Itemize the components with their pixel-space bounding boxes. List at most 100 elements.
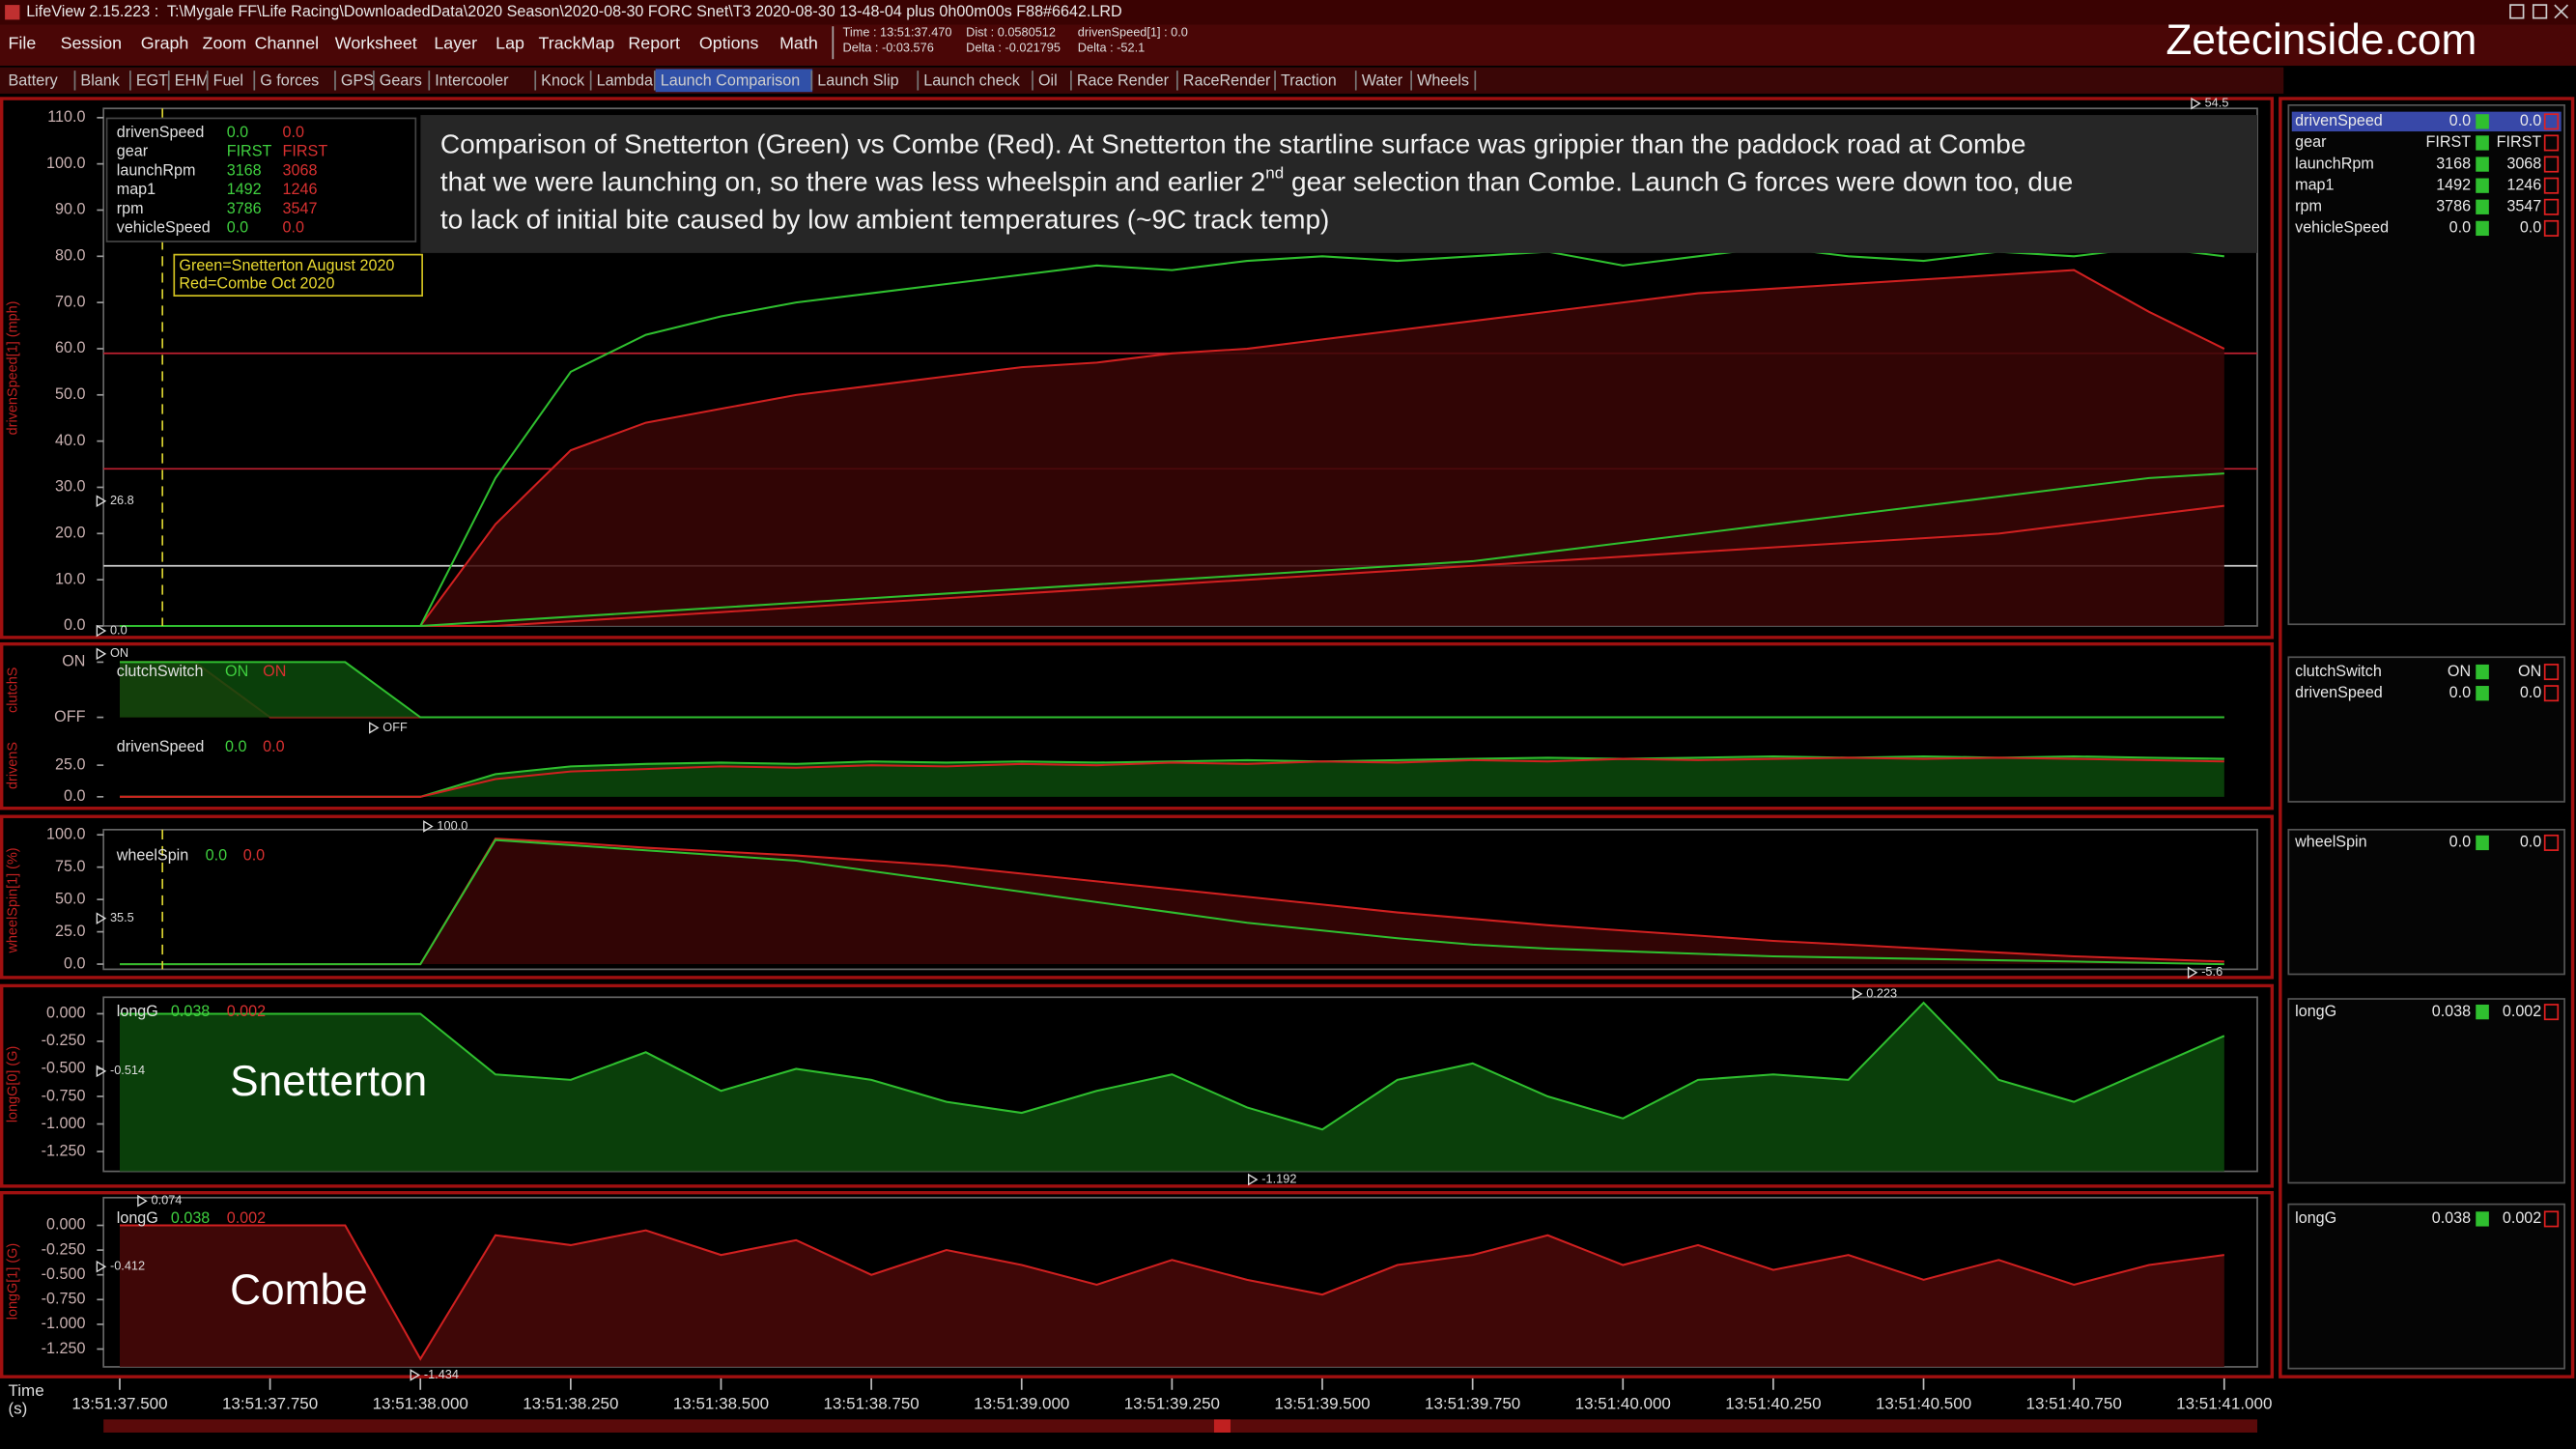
close-button[interactable]: [2554, 4, 2569, 19]
y-tick-label: 25.0: [55, 923, 85, 940]
x-tick-label: 13:51:38.750: [823, 1395, 919, 1413]
tab[interactable]: Lambda: [597, 71, 653, 89]
menu-item[interactable]: Worksheet: [335, 34, 417, 53]
tab[interactable]: EGT: [136, 71, 168, 89]
tab[interactable]: EHM: [175, 71, 210, 89]
legend-value: FIRST: [227, 143, 272, 160]
scroll-thumb[interactable]: [1213, 1419, 1231, 1433]
side-swatch: [2543, 219, 2560, 237]
y-tick-label: ON: [62, 653, 85, 670]
tab[interactable]: Battery: [9, 71, 59, 89]
tab[interactable]: G forces: [260, 71, 319, 89]
menu-item[interactable]: Math: [779, 34, 818, 53]
side-name[interactable]: gear: [2295, 133, 2327, 151]
menu-item[interactable]: Options: [699, 34, 759, 53]
menu-item[interactable]: Lap: [495, 34, 524, 53]
tab[interactable]: Launch Slip: [817, 71, 898, 89]
side-value: 3547: [2506, 198, 2541, 215]
menu-item[interactable]: Zoom: [203, 34, 247, 53]
side-name[interactable]: drivenSpeed: [2295, 112, 2383, 129]
legend-name: launchRpm: [117, 161, 196, 179]
side-name[interactable]: clutchSwitch: [2295, 663, 2382, 680]
scrollbar[interactable]: [103, 1419, 2258, 1433]
x-tick-label: 13:51:39.500: [1274, 1395, 1370, 1413]
y-tick-label: 0.0: [64, 954, 85, 972]
y-tick-label: 110.0: [47, 108, 85, 126]
side-swatch: [2543, 1210, 2560, 1228]
marker-label: -5.6: [2201, 964, 2222, 979]
side-name[interactable]: longG: [2295, 1003, 2336, 1020]
menu-item[interactable]: File: [9, 34, 37, 53]
tab[interactable]: Gears: [380, 71, 422, 89]
y-tick-label: 60.0: [55, 339, 85, 356]
side-frame: [2279, 97, 2575, 1378]
menu-item[interactable]: Session: [61, 34, 122, 53]
marker-label: 35.5: [110, 910, 134, 924]
side-box: [2287, 656, 2565, 803]
side-box: [2287, 1203, 2565, 1370]
side-swatch: [2543, 177, 2560, 194]
tab[interactable]: Launch Comparison: [661, 71, 800, 89]
side-name[interactable]: rpm: [2295, 198, 2322, 215]
marker-arrow: [1852, 987, 1863, 1001]
time-axis: 13:51:37.500 13:51:37.750 13:51:38.000 13:5…: [9, 1378, 2272, 1418]
panel-title: Combe: [230, 1266, 368, 1314]
active-tab: [655, 69, 813, 93]
side-name[interactable]: map1: [2295, 176, 2334, 193]
side-swatch: [2543, 156, 2560, 173]
annotation-line: that we were launching on, so there was …: [440, 164, 2073, 197]
panel-frame: [0, 1190, 2275, 1378]
marker-arrow: [96, 1065, 107, 1078]
panel-frame: [0, 641, 2275, 810]
x-tick-label: 13:51:38.500: [673, 1395, 769, 1413]
tab[interactable]: Race Render: [1077, 71, 1170, 89]
x-tick-label: 13:51:38.250: [523, 1395, 618, 1413]
tab[interactable]: Oil: [1038, 71, 1058, 89]
legend-name: wheelSpin: [116, 846, 188, 864]
legend-box: [105, 117, 417, 242]
marker-label: -1.434: [424, 1367, 459, 1381]
series-line: [119, 1001, 2225, 1131]
info-text: Delta : -0:03.576: [843, 41, 934, 55]
legend-value: 0.038: [171, 1003, 210, 1020]
menu-item[interactable]: Layer: [434, 34, 477, 53]
tab[interactable]: Wheels: [1417, 71, 1469, 89]
menu-item[interactable]: Graph: [141, 34, 189, 53]
side-name[interactable]: launchRpm: [2295, 155, 2374, 172]
legend-name: rpm: [117, 200, 144, 217]
info-text: Time : 13:51:37.470: [843, 24, 952, 39]
legend-value: 0.038: [171, 1209, 210, 1227]
side-swatch: [2543, 1004, 2560, 1021]
tab[interactable]: Knock: [541, 71, 585, 89]
tab[interactable]: Fuel: [213, 71, 243, 89]
series-line: [119, 838, 2224, 966]
side-name[interactable]: wheelSpin: [2294, 834, 2366, 851]
panel-frame: [0, 97, 2275, 639]
legend-value: 0.0: [243, 846, 265, 864]
marker-label: 26.8: [110, 493, 134, 507]
tab[interactable]: Water: [1362, 71, 1403, 89]
side-name[interactable]: drivenSpeed: [2295, 684, 2383, 701]
minimize-button[interactable]: [2509, 4, 2525, 19]
series-area: [119, 838, 2224, 965]
side-value: 3786: [2436, 198, 2471, 215]
tab[interactable]: Traction: [1281, 71, 1337, 89]
tab[interactable]: GPS: [341, 71, 374, 89]
y-tick-label: 50.0: [55, 385, 85, 403]
tab[interactable]: Intercooler: [435, 71, 509, 89]
y-axis-title: longG[1] (G): [5, 1243, 20, 1320]
side-name[interactable]: longG: [2295, 1209, 2336, 1227]
maximize-button[interactable]: [2532, 4, 2548, 19]
side-box: [2287, 998, 2565, 1184]
side-name[interactable]: vehicleSpeed: [2295, 219, 2389, 237]
menu-item[interactable]: TrackMap: [539, 34, 615, 53]
legend-value: ON: [263, 663, 286, 680]
key-text: Red=Combe Oct 2020: [179, 274, 334, 292]
tab[interactable]: Launch check: [923, 71, 1021, 89]
tab[interactable]: RaceRender: [1183, 71, 1271, 89]
marker-label: 0.223: [1866, 985, 1897, 1000]
menu-item[interactable]: Report: [628, 34, 680, 53]
tab[interactable]: Blank: [80, 71, 120, 89]
side-box: [2287, 103, 2565, 626]
menu-item[interactable]: Channel: [255, 34, 319, 53]
